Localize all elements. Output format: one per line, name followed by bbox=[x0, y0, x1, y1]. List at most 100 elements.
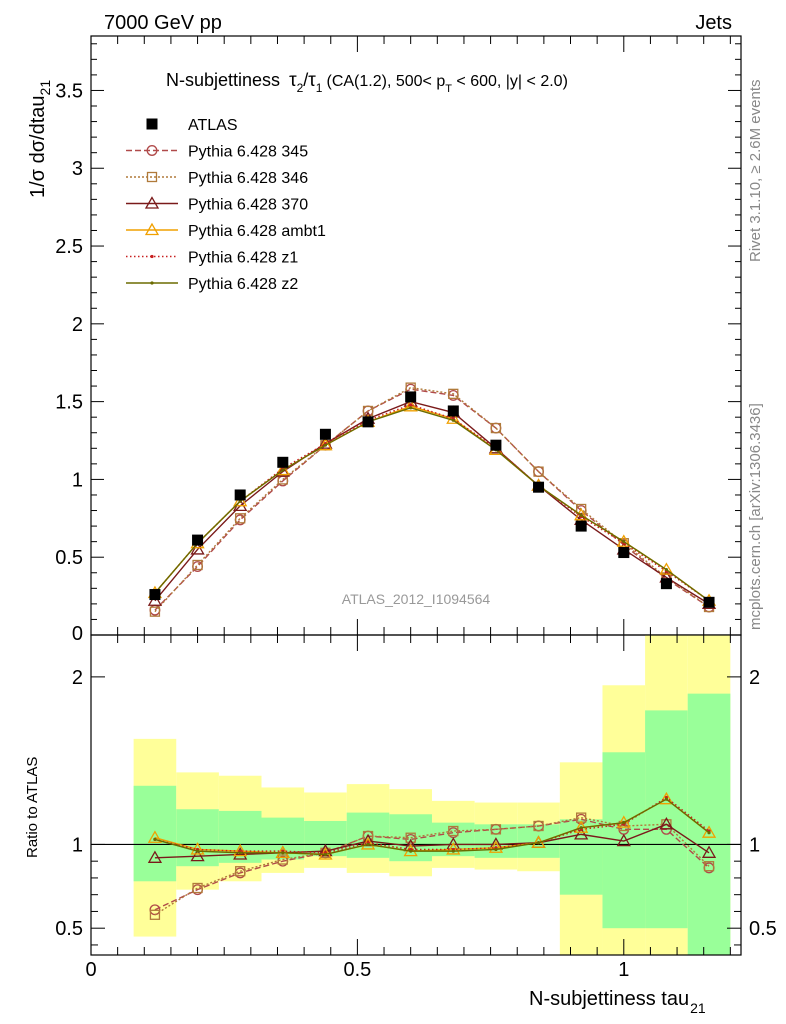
ratio-point-3 bbox=[147, 830, 163, 843]
ratio-point-1 bbox=[448, 825, 459, 837]
ratio-ytick-label-right: 2 bbox=[749, 667, 760, 689]
ratio-point-5 bbox=[622, 821, 626, 825]
ratio-xlabel-sub: 21 bbox=[690, 1000, 706, 1016]
main-ylabel-text: 1/σ dσ/dtau bbox=[27, 95, 49, 198]
ratio-point-2 bbox=[233, 847, 248, 860]
legend-label: Pythia 6.428 346 bbox=[188, 170, 308, 187]
data-point bbox=[533, 481, 545, 493]
header-left: 7000 GeV pp bbox=[104, 12, 222, 34]
ratio-band-green bbox=[517, 824, 560, 858]
series-point-3 bbox=[190, 542, 205, 555]
series-point-2 bbox=[235, 513, 246, 524]
series-point-2 bbox=[533, 466, 544, 477]
ratio-point-2 bbox=[190, 848, 205, 862]
legend-marker-3 bbox=[144, 196, 160, 209]
ratio-point-5 bbox=[195, 849, 200, 853]
series-point-4 bbox=[659, 562, 674, 575]
plot-title-cut: (CA(1.2), 500< p bbox=[326, 73, 445, 90]
ratio-point-5 bbox=[281, 851, 285, 855]
data-point bbox=[362, 416, 374, 428]
ratio-point-3 bbox=[488, 840, 504, 853]
ratio-point-5 bbox=[451, 849, 455, 853]
ratio-point-5 bbox=[579, 826, 583, 830]
ratio-point-5 bbox=[366, 842, 370, 847]
series-line-1 bbox=[154, 388, 710, 611]
ratio-point-5 bbox=[238, 851, 242, 855]
ratio-line-5 bbox=[154, 798, 710, 856]
ratio-ylabel: Ratio to ATLAS bbox=[24, 757, 41, 858]
ratio-ytick-label: 0.5 bbox=[55, 918, 83, 940]
ratio-line-2 bbox=[154, 823, 710, 859]
data-point bbox=[192, 534, 204, 546]
data-point bbox=[319, 428, 331, 440]
plot-title-tau1-sub: 1 bbox=[316, 81, 323, 95]
series-point-2 bbox=[490, 422, 502, 434]
ratio-band-green bbox=[602, 752, 646, 929]
ratio-point-1 bbox=[277, 854, 288, 865]
series-point-6 bbox=[409, 406, 413, 410]
main-ylabel-sub: 21 bbox=[37, 80, 53, 96]
data-point bbox=[234, 489, 246, 501]
legend-marker-0 bbox=[146, 118, 158, 130]
series-line-2 bbox=[154, 386, 710, 613]
plot-title-cut-rest: < 600, |y| < 2.0) bbox=[452, 73, 568, 90]
ratio-point-3 bbox=[701, 825, 717, 838]
legend-label: Pythia 6.428 z2 bbox=[188, 276, 298, 293]
ratio-point-1 bbox=[149, 909, 161, 920]
ratio-point-1 bbox=[703, 861, 715, 872]
ratio-point-1 bbox=[533, 820, 544, 832]
data-point bbox=[703, 596, 715, 608]
series-point-2 bbox=[192, 559, 203, 571]
series-point-3 bbox=[275, 464, 290, 477]
ratio-ytick-label-right: 0.5 bbox=[749, 918, 777, 940]
series-point-6 bbox=[622, 540, 626, 544]
ratio-point-5 bbox=[707, 831, 711, 835]
ratio-frame bbox=[90, 634, 742, 956]
ratio-point-5 bbox=[536, 841, 541, 845]
ratio-ytick-label: 1 bbox=[72, 834, 83, 856]
legend-label: ATLAS bbox=[188, 117, 238, 134]
ratio-line-1 bbox=[154, 816, 710, 916]
data-point bbox=[447, 405, 459, 417]
series-point-4 bbox=[318, 437, 333, 451]
legend-marker-4 bbox=[144, 222, 160, 236]
series-line-3 bbox=[154, 400, 710, 605]
plot-title-main: N-subjettiness bbox=[166, 70, 280, 90]
data-point bbox=[277, 456, 289, 468]
plot-title-cut-sub: T bbox=[445, 83, 452, 95]
ratio-point-1 bbox=[490, 824, 502, 835]
series-point-6 bbox=[664, 568, 669, 572]
ratio-point-1 bbox=[192, 882, 203, 894]
main-ytick-label: 3 bbox=[72, 158, 83, 180]
ratio-point-5 bbox=[494, 847, 498, 852]
ratio-point-5 bbox=[323, 852, 328, 857]
main-ytick-label: 1 bbox=[72, 469, 83, 491]
legend-label: Pythia 6.428 z1 bbox=[188, 250, 298, 267]
series-line-6 bbox=[154, 407, 710, 602]
ratio-point-1 bbox=[235, 866, 246, 877]
ratio-xlabel-text: N-subjettiness tau bbox=[529, 988, 689, 1010]
series-point-6 bbox=[579, 513, 583, 517]
ratio-xtick-label: 1 bbox=[618, 959, 629, 981]
ratio-xtick-label: 0 bbox=[85, 959, 96, 981]
main-ytick-label-zero: 0 bbox=[72, 623, 83, 645]
ratio-point-3 bbox=[275, 845, 290, 858]
series-point-6 bbox=[323, 443, 328, 447]
series-point-2 bbox=[448, 388, 459, 399]
plot-title-slash: / bbox=[303, 70, 308, 90]
series-point-4 bbox=[275, 462, 290, 476]
legend-label: Pythia 6.428 370 bbox=[188, 197, 308, 214]
main-ytick-label: 1.5 bbox=[55, 392, 83, 414]
legend-label: Pythia 6.428 ambt1 bbox=[188, 223, 326, 240]
analysis-watermark: ATLAS_2012_I1094564 bbox=[342, 591, 491, 607]
main-ytick-label: 3.5 bbox=[55, 80, 83, 102]
ratio-point-1 bbox=[405, 832, 416, 843]
ratio-ytick-label-right: 1 bbox=[749, 834, 760, 856]
ratio-xlabel: N-subjettiness tau21 bbox=[529, 988, 706, 1016]
ratio-ytick-label: 2 bbox=[72, 667, 83, 689]
ratio-point-2 bbox=[616, 833, 631, 847]
ratio-point-2 bbox=[574, 827, 589, 840]
ratio-point-2 bbox=[147, 850, 163, 863]
ratio-point-3 bbox=[616, 815, 631, 828]
